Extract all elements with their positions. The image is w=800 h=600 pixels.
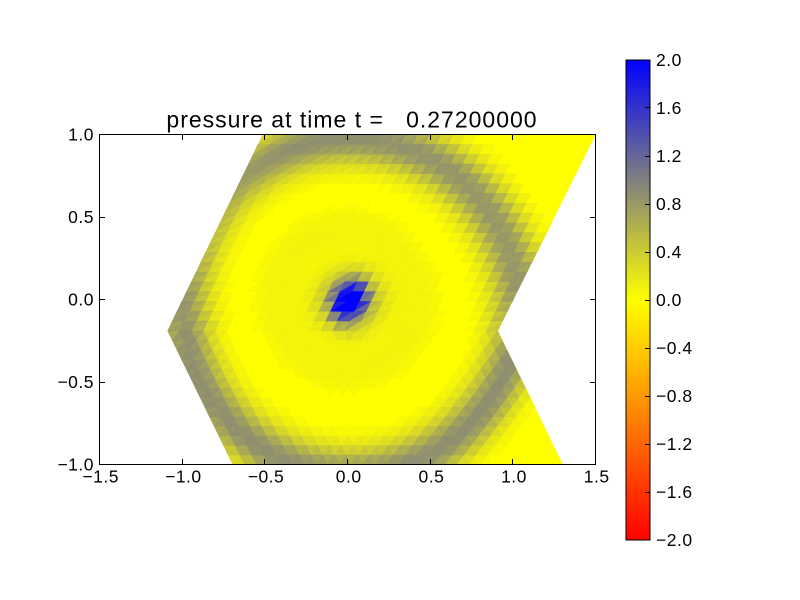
svg-text:−0.5: −0.5 <box>248 467 285 487</box>
svg-text:0.0: 0.0 <box>336 467 362 487</box>
svg-text:0.0: 0.0 <box>68 290 94 310</box>
svg-text:2.0: 2.0 <box>656 50 682 70</box>
svg-text:pressure at time t = 0.27200: pressure at time t = 0.27200000 <box>166 107 537 133</box>
svg-text:1.0: 1.0 <box>68 125 94 145</box>
svg-text:0.5: 0.5 <box>418 467 444 487</box>
svg-text:0.8: 0.8 <box>656 194 682 214</box>
svg-text:1.5: 1.5 <box>584 467 610 487</box>
svg-text:0.5: 0.5 <box>68 207 94 227</box>
svg-text:1.2: 1.2 <box>656 146 682 166</box>
svg-text:−0.8: −0.8 <box>656 386 693 406</box>
svg-text:−1.0: −1.0 <box>57 455 94 475</box>
svg-text:1.0: 1.0 <box>501 467 527 487</box>
svg-text:−1.2: −1.2 <box>656 434 693 454</box>
svg-text:−1.0: −1.0 <box>165 467 202 487</box>
svg-text:0.4: 0.4 <box>656 242 682 262</box>
svg-text:−0.5: −0.5 <box>57 372 94 392</box>
svg-text:−1.6: −1.6 <box>656 482 693 502</box>
svg-text:−0.4: −0.4 <box>656 338 693 358</box>
svg-text:0.0: 0.0 <box>656 290 682 310</box>
svg-text:1.6: 1.6 <box>656 98 682 118</box>
svg-text:−1.5: −1.5 <box>82 467 119 487</box>
svg-text:−2.0: −2.0 <box>656 530 693 550</box>
